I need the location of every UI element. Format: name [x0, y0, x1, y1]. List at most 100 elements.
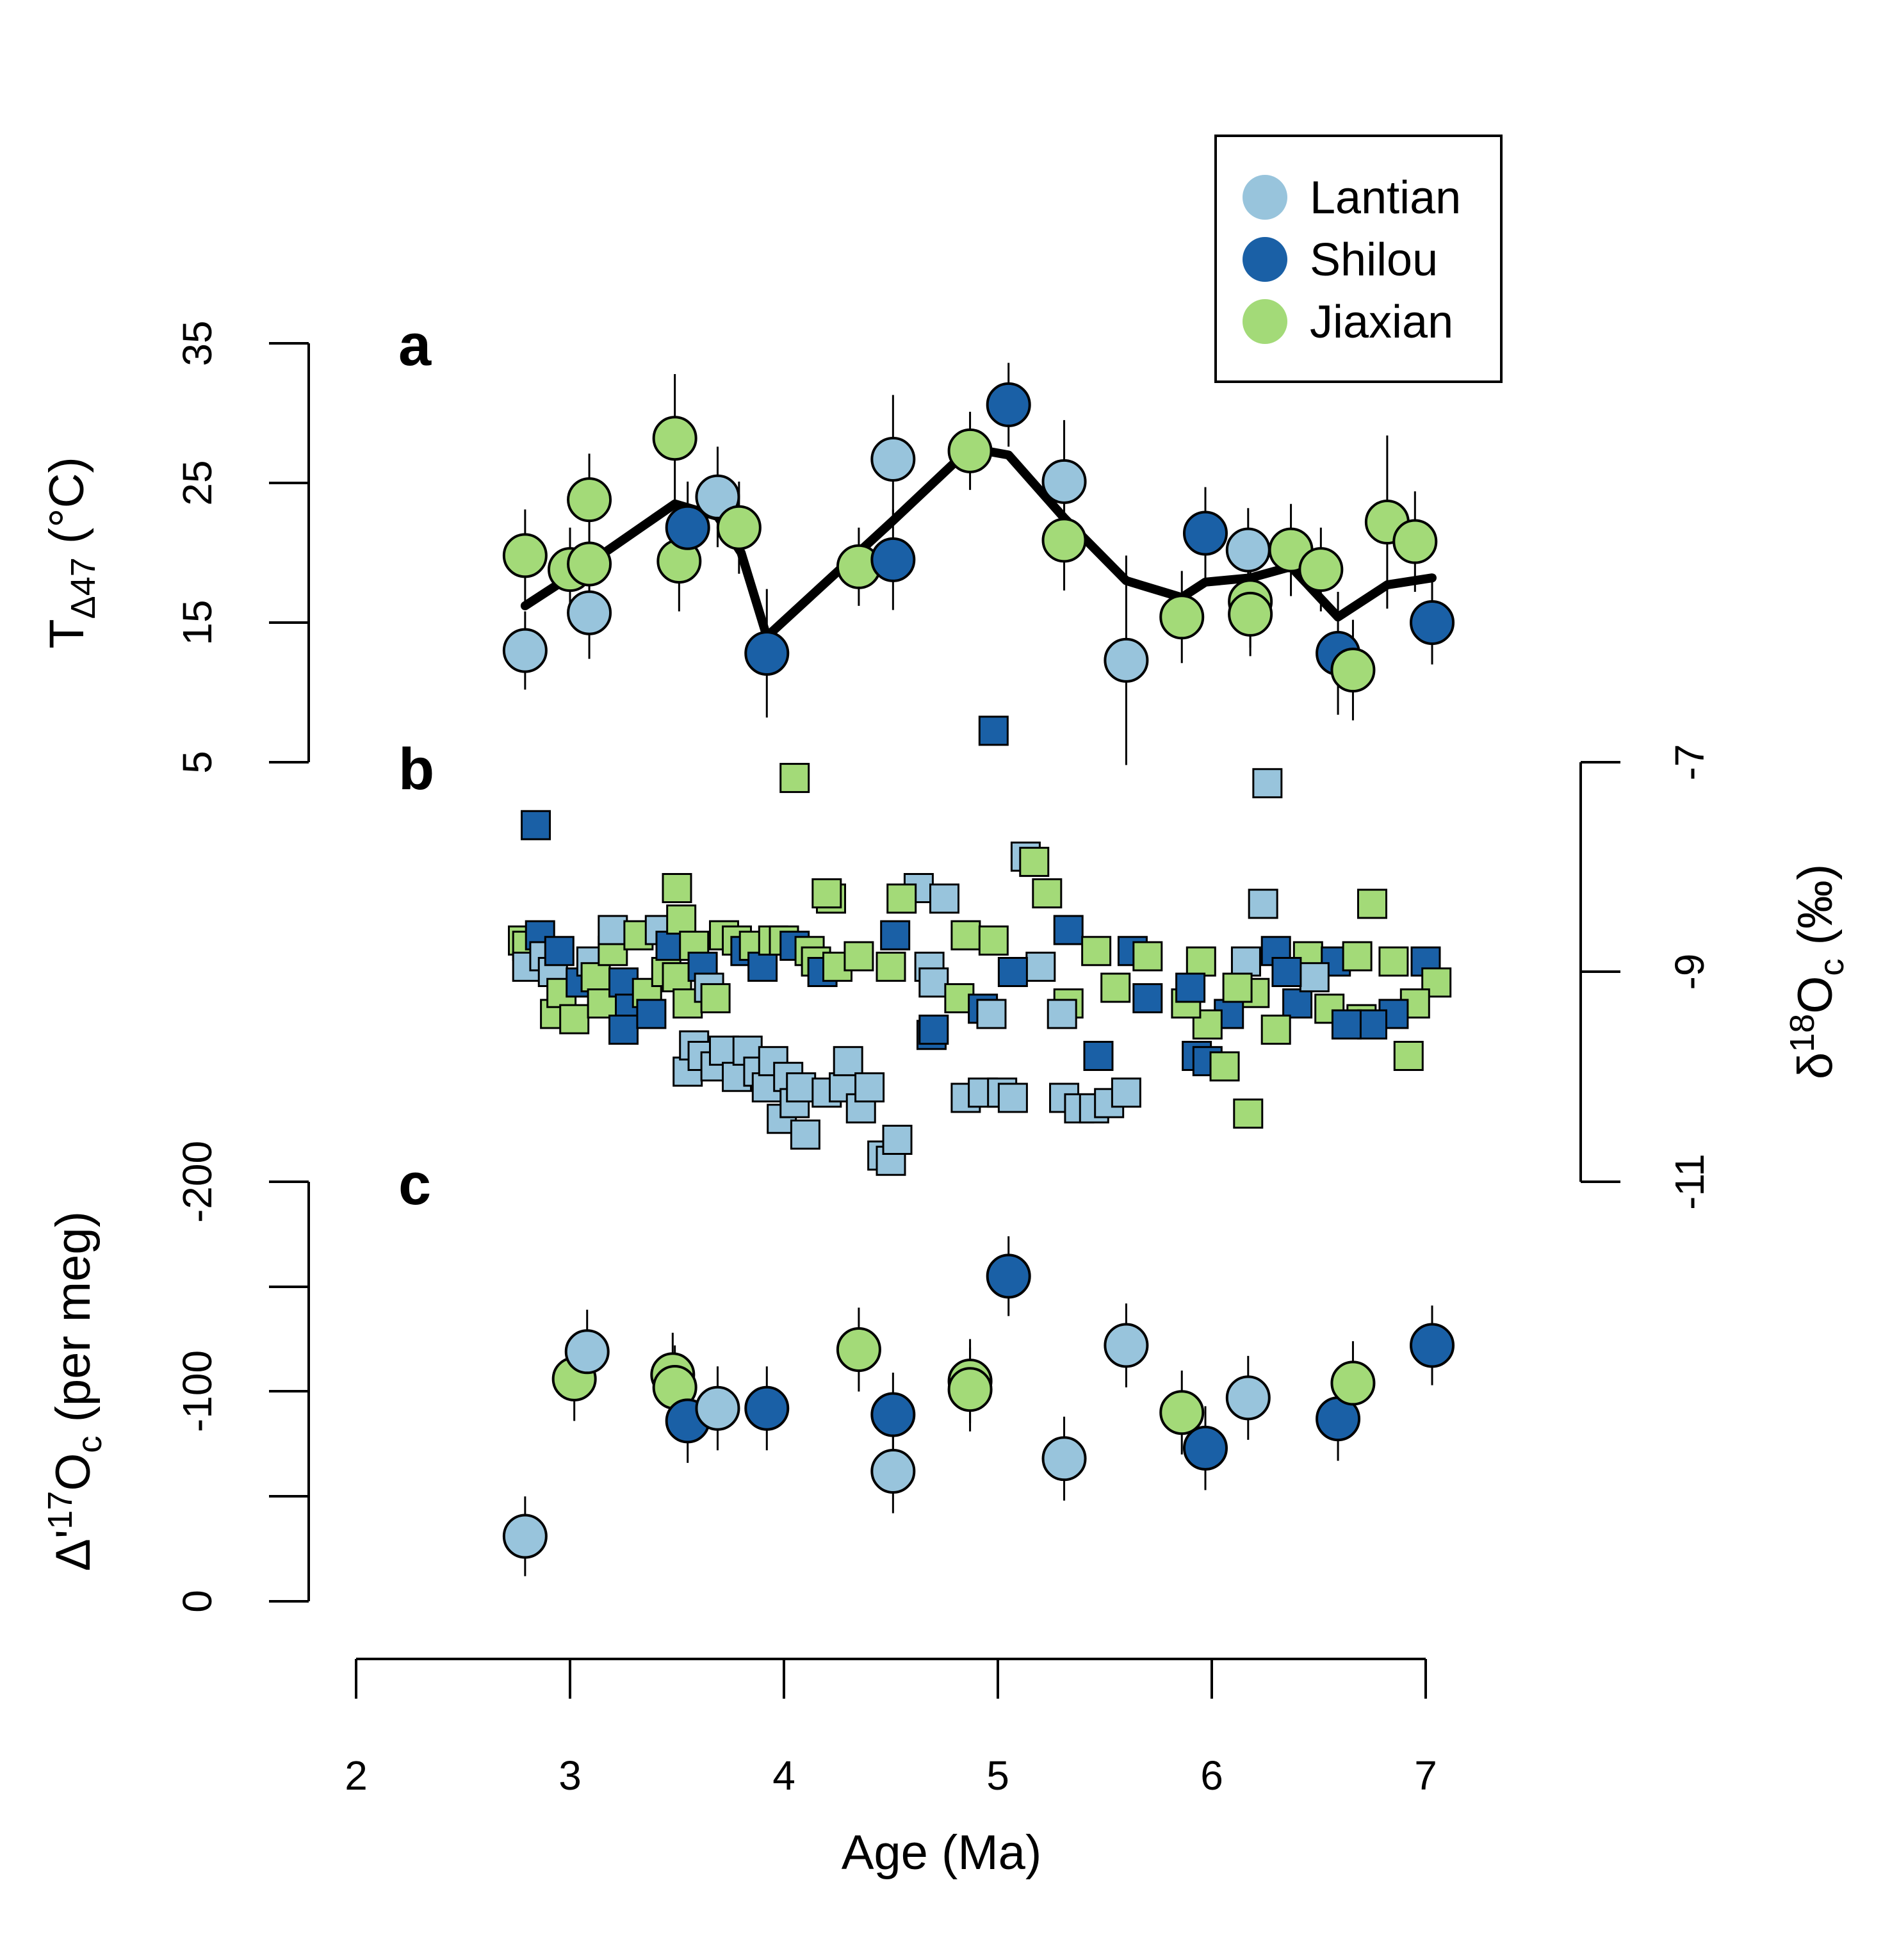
- panel-b-point-16: [880, 920, 911, 951]
- panel-b-point-36: [1132, 983, 1163, 1013]
- panel-b-point-13: [1248, 888, 1278, 919]
- panel-b-point-143: [1111, 1077, 1141, 1108]
- panel-b-point-76: [559, 1004, 590, 1034]
- legend-label-jiaxian: Jiaxian: [1310, 297, 1453, 348]
- panel-c-points: [502, 1236, 1455, 1576]
- panel-b-point-79: [580, 962, 611, 993]
- axis-a: 5 15 25 35 TΔ47 (°C): [40, 320, 310, 774]
- panel-a-point-1: [502, 533, 548, 578]
- panel-b-point-103: [747, 951, 778, 982]
- panel-b-point-32: [918, 1015, 949, 1045]
- panel-letter-b: b: [398, 737, 434, 802]
- panel-b-point-6: [1032, 878, 1063, 909]
- panel-a-point-21: [1182, 510, 1228, 556]
- panel-c-point-13: [986, 1254, 1031, 1299]
- x-axis-tick-label-4: 4: [772, 1752, 795, 1799]
- panel-b-point-129: [833, 1046, 863, 1077]
- panel-letter-c: c: [398, 1152, 431, 1217]
- axis-a-tick-label-15: 15: [174, 600, 220, 645]
- panel-b-point-131: [854, 1072, 885, 1103]
- panel-c-point-0: [502, 1514, 548, 1559]
- panel-b-point-61: [1357, 1009, 1387, 1040]
- panel-b-point-35: [1132, 941, 1163, 972]
- panel-b-point-3: [1252, 768, 1283, 799]
- panel-a-point-31: [1410, 600, 1455, 645]
- panel-c-point-9: [870, 1448, 916, 1494]
- panel-a-point-4: [567, 541, 612, 587]
- x-axis-tick-label-3: 3: [558, 1752, 582, 1799]
- panel-b-point-65: [1222, 972, 1253, 1003]
- panel-b-point-64: [1271, 957, 1302, 987]
- panel-b-point-30: [1047, 999, 1077, 1029]
- legend-label-lantian: Lantian: [1310, 172, 1461, 224]
- panel-c-point-14: [1041, 1436, 1087, 1482]
- panel-b-points: [508, 715, 1452, 1176]
- panel-c-point-15: [1104, 1323, 1149, 1368]
- axis-c-title: Δ'17Oc (per meg): [41, 1211, 109, 1571]
- x-axis-tick-label-6: 6: [1200, 1752, 1223, 1799]
- panel-a-point-8: [665, 505, 710, 550]
- axis-a-title: TΔ47 (°C): [40, 457, 102, 649]
- panel-c-point-10: [870, 1392, 916, 1437]
- panel-b-point-59: [1233, 1098, 1264, 1129]
- legend-label-shilou: Shilou: [1310, 234, 1438, 286]
- panel-c-point-20: [1330, 1360, 1376, 1406]
- panel-b-point-50: [1282, 988, 1313, 1019]
- panel-a-point-11: [744, 630, 790, 676]
- panel-a-point-15: [947, 428, 993, 473]
- panel-b-point-62: [1331, 1009, 1362, 1040]
- x-axis: 2 3 4 5 6 7 Age (Ma): [345, 1658, 1437, 1880]
- axis-c-tick-label-200: -200: [174, 1141, 220, 1223]
- axis-a-tick-label-35: 35: [174, 320, 220, 366]
- x-axis-tick-label-2: 2: [345, 1752, 368, 1799]
- panel-b-point-1: [779, 763, 810, 794]
- panel-a-points: [502, 363, 1455, 765]
- panel-c-point-21: [1410, 1323, 1455, 1368]
- panel-b-point-88: [636, 999, 667, 1029]
- panel-b-point-134: [882, 1125, 913, 1155]
- panel-b-point-37: [1186, 946, 1216, 977]
- panel-b-point-15: [1053, 915, 1084, 945]
- panel-c-point-12: [947, 1367, 993, 1412]
- panel-a-point-30: [1392, 519, 1438, 564]
- panel-b-point-0: [521, 810, 551, 840]
- panel-b-point-12: [662, 873, 692, 903]
- panel-b-point-8: [929, 883, 959, 914]
- panel-b-point-80: [587, 988, 617, 1019]
- axis-a-tick-label-5: 5: [174, 751, 220, 774]
- panel-b-point-66: [1175, 972, 1206, 1003]
- panel-a-point-22: [1225, 527, 1271, 573]
- panel-b-point-126: [790, 1119, 820, 1150]
- panel-c-point-16: [1159, 1390, 1205, 1435]
- x-axis-tick-label-7: 7: [1414, 1752, 1437, 1799]
- legend-marker-jiaxian: [1243, 299, 1287, 344]
- panel-letter-a: a: [398, 313, 432, 378]
- panel-a-point-14: [870, 537, 916, 582]
- panel-b-point-82: [598, 915, 628, 945]
- legend: Lantian Shilou Jiaxian: [1214, 135, 1503, 383]
- panel-b-point-98: [700, 983, 731, 1013]
- panel-b-point-43: [1378, 946, 1409, 977]
- panel-a-point-10: [716, 505, 762, 550]
- panel-a-point-0: [502, 628, 548, 673]
- panel-b-point-60: [1393, 1041, 1424, 1071]
- panel-a-point-3: [567, 590, 612, 635]
- panel-b-point-18: [978, 925, 1009, 956]
- panel-b-point-138: [997, 1082, 1028, 1113]
- panel-b-point-5: [1019, 847, 1050, 878]
- panel-b-point-14: [1357, 888, 1387, 919]
- panel-b-point-58: [1209, 1051, 1240, 1082]
- panel-b-point-85: [608, 1015, 639, 1045]
- panel-b-point-28: [976, 999, 1007, 1029]
- panel-a-point-5: [567, 477, 612, 523]
- legend-marker-lantian: [1243, 175, 1287, 220]
- panel-a-point-9: [695, 474, 740, 519]
- axis-c: 0 -100 -200 Δ'17Oc (per meg): [41, 1141, 310, 1613]
- panel-c-point-7: [744, 1385, 790, 1431]
- axis-c-tick-label-100: -100: [174, 1350, 220, 1432]
- panel-a-point-26: [1298, 547, 1344, 592]
- panel-c-point-6: [695, 1385, 740, 1431]
- panel-b-point-2: [978, 715, 1009, 746]
- panel-b-point-17: [950, 920, 981, 951]
